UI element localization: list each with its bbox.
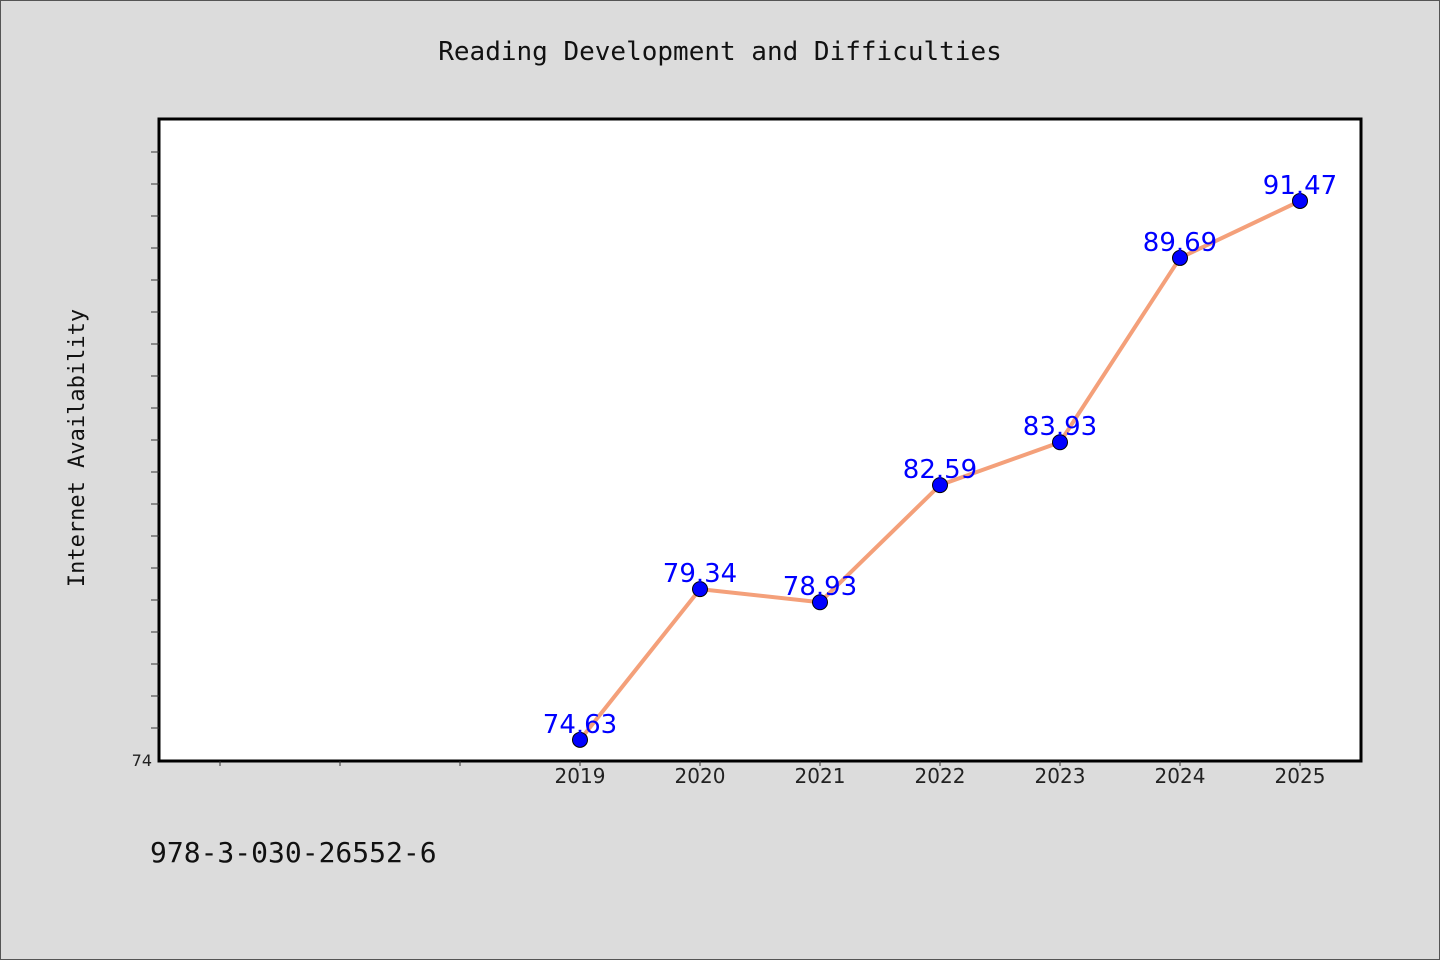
data-label: 82.59	[903, 455, 977, 485]
series-marker-layer	[572, 192, 1308, 748]
x-tick-label: 2019	[555, 764, 606, 788]
data-label: 89.69	[1143, 228, 1217, 258]
data-label: 74.63	[543, 710, 617, 740]
data-point	[692, 581, 708, 598]
x-tick-label: 2021	[795, 764, 846, 788]
data-label: 83.93	[1023, 412, 1097, 442]
data-label: 79.34	[663, 559, 737, 589]
x-tick-label: 2022	[915, 764, 966, 788]
data-point	[572, 731, 588, 748]
y-tick-label: 74	[132, 751, 152, 770]
data-point	[812, 594, 828, 611]
footer-code: 978-3-030-26552-6	[150, 836, 437, 869]
x-tick-label: 2025	[1275, 764, 1326, 788]
y-axis-label: Internet Availability	[65, 309, 90, 587]
x-tick-label: 2020	[675, 764, 726, 788]
data-label: 91.47	[1263, 171, 1337, 201]
axis-ticks: 74 2019 2020 2021 2022 2023 2024 2025	[132, 151, 1326, 788]
data-point	[1292, 192, 1308, 209]
data-point	[932, 477, 948, 494]
data-point	[1172, 249, 1188, 266]
x-tick-label: 2023	[1035, 764, 1086, 788]
plot-area	[157, 117, 1363, 763]
data-label-layer: 74.63 79.34 78.93 82.59 83.93 89.69 91.47	[543, 171, 1337, 740]
data-label: 78.93	[783, 572, 857, 602]
x-tick-label: 2024	[1155, 764, 1206, 788]
data-point	[1052, 434, 1068, 451]
chart-title: Reading Development and Difficulties	[438, 37, 1002, 67]
